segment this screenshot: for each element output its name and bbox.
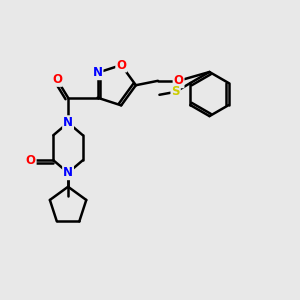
Text: N: N: [92, 66, 103, 79]
Text: O: O: [174, 74, 184, 87]
Text: N: N: [63, 166, 73, 179]
Text: O: O: [52, 73, 62, 86]
Text: S: S: [171, 85, 180, 98]
Text: O: O: [116, 58, 126, 72]
Text: O: O: [26, 154, 36, 167]
Text: N: N: [63, 116, 73, 129]
